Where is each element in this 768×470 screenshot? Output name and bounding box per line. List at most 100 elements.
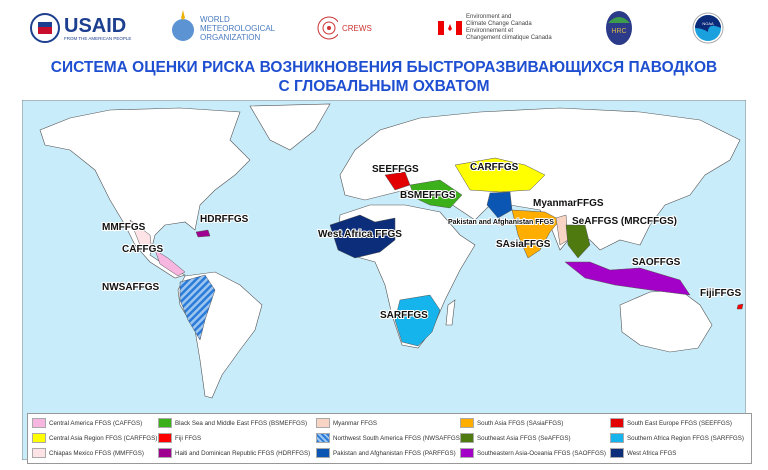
- region-bsmeffgs: [409, 179, 463, 209]
- label-caffgs: CAFFGS: [122, 244, 163, 255]
- hrc-emblem-icon: HRC: [606, 11, 632, 45]
- region-fiji: [736, 303, 744, 310]
- legend-item: Haiti and Dominican Republic FFGS (HDRFF…: [158, 448, 310, 458]
- north-america: [39, 107, 251, 279]
- legend-item: Southern Africa Region FFGS (SARFFGS): [610, 433, 744, 443]
- legend-label: Chiapas Mexico FFGS (MMFFGS): [49, 449, 144, 457]
- legend-swatch: [158, 433, 172, 443]
- wmo-logo: WORLD METEOROLOGICAL ORGANIZATION: [170, 8, 275, 48]
- label-nwsaffgs: NWSAFFGS: [102, 282, 160, 293]
- region-nwsaffgs: [179, 274, 216, 341]
- usaid-subtitle: FROM THE AMERICAN PEOPLE: [64, 35, 132, 41]
- legend-label: Central America FFGS (CAFFGS): [49, 419, 143, 427]
- legend-swatch: [32, 448, 46, 458]
- title-line-1: СИСТЕМА ОЦЕНКИ РИСКА ВОЗНИКНОВЕНИЯ БЫСТР…: [50, 59, 718, 76]
- legend-swatch: [460, 448, 474, 458]
- greenland: [249, 103, 331, 151]
- region-carffgs: [454, 157, 546, 193]
- legend-label: Black Sea and Middle East FFGS (BSMEFFGS…: [175, 419, 308, 427]
- region-hdrffgs: [195, 229, 211, 238]
- region-parffgs: [486, 191, 513, 219]
- legend-label: Pakistan and Afghanistan FFGS (PARFFGS): [333, 449, 456, 457]
- legend-item: Pakistan and Afghanistan FFGS (PARFFGS): [316, 448, 456, 458]
- label-sarffgs: SARFFGS: [380, 310, 428, 321]
- crews-logo: CREWS: [316, 8, 372, 48]
- legend-swatch: [32, 418, 46, 428]
- legend-swatch: [610, 418, 624, 428]
- legend-label: West Africa FFGS: [627, 449, 677, 457]
- legend-swatch: [460, 433, 474, 443]
- legend-item: Black Sea and Middle East FFGS (BSMEFFGS…: [158, 418, 307, 428]
- legend-swatch: [316, 418, 330, 428]
- legend-label: Southeastern Asia-Oceania FFGS (SAOFFGS): [477, 449, 606, 457]
- usaid-logo: USAID FROM THE AMERICAN PEOPLE: [30, 8, 131, 48]
- eccc-line: Changement climatique Canada: [466, 35, 552, 41]
- region-caffgs: [154, 249, 186, 277]
- region-sarffgs: [394, 294, 441, 347]
- wmo-line: METEOROLOGICAL: [200, 23, 276, 33]
- legend-label: Fiji FFGS: [175, 434, 202, 442]
- legend-swatch: [460, 418, 474, 428]
- label-seaffgs: SeAFFGS (MRCFFGS): [572, 216, 677, 227]
- legend-item: Southeast Asia FFGS (SeAFFGS): [460, 433, 571, 443]
- legend-label: Myanmar FFGS: [333, 419, 378, 427]
- hrc-text: HRC: [611, 28, 626, 35]
- eccc-line: Climate Change Canada: [466, 21, 532, 27]
- map-legend: Central America FFGS (CAFFGS) Central Asi…: [27, 413, 752, 464]
- label-sasiaffgs: SAsiaFFGS: [496, 239, 551, 250]
- legend-item: Southeastern Asia-Oceania FFGS (SAOFFGS): [460, 448, 606, 458]
- eccc-line: Environment and: [466, 14, 512, 20]
- usaid-seal-icon: [30, 13, 60, 43]
- label-hdrffgs: HDRFFGS: [200, 214, 249, 225]
- legend-item: South Asia FFGS (SAsiaFFGS): [460, 418, 563, 428]
- crews-rings-icon: [317, 16, 338, 40]
- hrc-logo: HRC: [604, 8, 634, 48]
- legend-label: Haiti and Dominican Republic FFGS (HDRFF…: [175, 449, 311, 457]
- label-west-africa: West Africa FFGS: [318, 229, 402, 240]
- legend-swatch: [158, 418, 172, 428]
- label-mmffgs: MMFFGS: [102, 222, 146, 233]
- legend-item: Chiapas Mexico FFGS (MMFFGS): [32, 448, 144, 458]
- legend-label: South Asia FFGS (SAsiaFFGS): [477, 419, 564, 427]
- label-saoffgs: SAOFFGS: [632, 257, 681, 268]
- region-sasiaffgs: [511, 209, 561, 259]
- ffgs-regions: [129, 157, 744, 347]
- legend-label: Southern Africa Region FFGS (SARFFGS): [627, 434, 744, 442]
- eccc-logo: Environment and Climate Change Canada Envi…: [438, 8, 552, 48]
- legend-item: Central America FFGS (CAFFGS): [32, 418, 142, 428]
- legend-label: Southeast Asia FFGS (SeAFFGS): [477, 434, 571, 442]
- label-myanmar: MyanmarFFGS: [533, 198, 604, 209]
- title-line-2: С ГЛОБАЛЬНЫМ ОХВАТОМ: [278, 78, 490, 95]
- legend-item: Northwest South America FFGS (NWSAFFGS): [316, 433, 462, 443]
- canada-flag-icon: [438, 21, 462, 35]
- label-parffgs: Pakistan and Afghanistan FFGS: [448, 219, 554, 226]
- noaa-text: NOAA: [702, 21, 714, 26]
- map-labels: SEEFFGS CARFFGS BSMEFFGS Pakistan and Af…: [101, 161, 742, 322]
- legend-item: Fiji FFGS: [158, 433, 201, 443]
- legend-swatch: [316, 448, 330, 458]
- noaa-emblem-icon: NOAA: [692, 12, 724, 44]
- world-map: SEEFFGS CARFFGS BSMEFFGS Pakistan and Af…: [22, 100, 746, 460]
- label-fiji: FijiFFGS: [700, 288, 741, 299]
- legend-swatch: [610, 448, 624, 458]
- legend-swatch: [316, 433, 330, 443]
- legend-item: Myanmar FFGS: [316, 418, 377, 428]
- region-seaffgs: [565, 224, 591, 259]
- legend-item: West Africa FFGS: [610, 448, 676, 458]
- crews-text: CREWS: [342, 23, 372, 33]
- label-bsmeffgs: BSMEFFGS: [400, 190, 456, 201]
- region-saoffgs: [564, 261, 691, 296]
- legend-item: Central Asia Region FFGS (CARFFGS): [32, 433, 157, 443]
- legend-swatch: [610, 433, 624, 443]
- wmo-line: WORLD: [200, 14, 230, 24]
- page-title: СИСТЕМА ОЦЕНКИ РИСКА ВОЗНИКНОВЕНИЯ БЫСТР…: [0, 58, 768, 96]
- legend-label: Northwest South America FFGS (NWSAFFGS): [333, 434, 462, 442]
- legend-swatch: [158, 448, 172, 458]
- madagascar: [445, 299, 456, 326]
- wmo-line: ORGANIZATION: [200, 32, 261, 42]
- usaid-text: USAID: [64, 14, 127, 37]
- legend-label: South East Europe FFGS (SEEFFGS): [627, 419, 732, 427]
- label-seeffgs: SEEFFGS: [372, 164, 419, 175]
- noaa-logo: NOAA: [692, 8, 724, 48]
- eccc-line: Environnement et: [466, 28, 514, 34]
